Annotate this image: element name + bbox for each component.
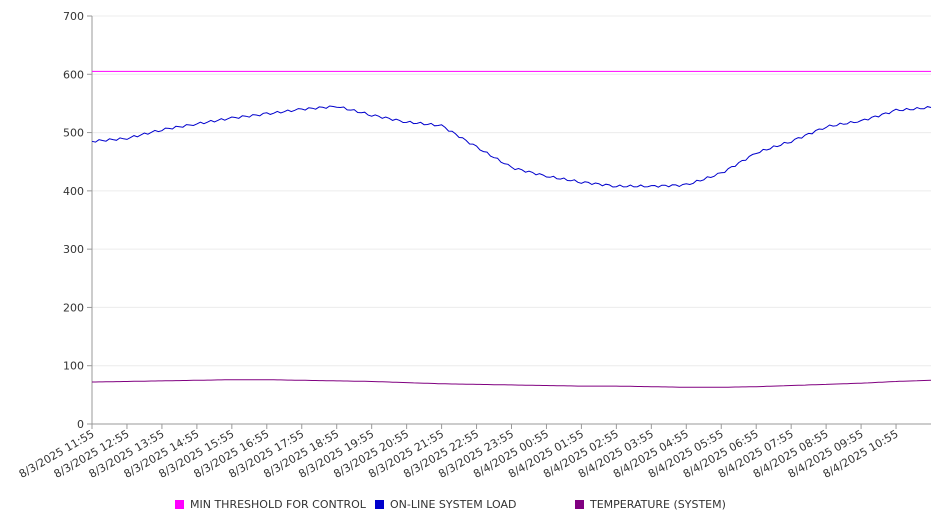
- y-tick-label: 200: [63, 301, 84, 314]
- line-chart: 0 100 200 300 400 500 600 700 8/3/2025 11:558/3…: [17, 10, 932, 481]
- series-line-1: [91, 105, 932, 188]
- y-tick-label: 0: [77, 418, 84, 431]
- legend: MIN THRESHOLD FOR CONTROL ON-LINE SYSTEM…: [0, 496, 946, 516]
- series-line-2: [92, 379, 932, 388]
- y-tick-label: 400: [63, 185, 84, 198]
- y-tick-label: 500: [63, 127, 84, 140]
- legend-swatch-system-load: [375, 500, 384, 509]
- y-tick-label: 100: [63, 360, 84, 373]
- legend-swatch-min-threshold: [175, 500, 184, 509]
- legend-label-temperature: TEMPERATURE (SYSTEM): [590, 498, 726, 511]
- y-axis-ticks: 0 100 200 300 400 500 600 700: [63, 10, 92, 431]
- legend-label-system-load: ON-LINE SYSTEM LOAD: [390, 498, 517, 511]
- y-tick-label: 300: [63, 243, 84, 256]
- grid-lines: [92, 15, 931, 367]
- axes: [91, 16, 931, 425]
- x-axis-ticks: 8/3/2025 11:558/3/2025 12:558/3/2025 13:…: [17, 424, 901, 481]
- y-tick-label: 700: [63, 10, 84, 23]
- series-lines: [91, 70, 932, 388]
- legend-swatch-temperature: [575, 500, 584, 509]
- legend-item-system-load[interactable]: ON-LINE SYSTEM LOAD: [375, 498, 516, 511]
- legend-label-min-threshold: MIN THRESHOLD FOR CONTROL: [190, 498, 366, 511]
- legend-item-min-threshold[interactable]: MIN THRESHOLD FOR CONTROL: [175, 498, 366, 511]
- y-tick-label: 600: [63, 68, 84, 81]
- legend-item-temperature[interactable]: TEMPERATURE (SYSTEM): [575, 498, 726, 511]
